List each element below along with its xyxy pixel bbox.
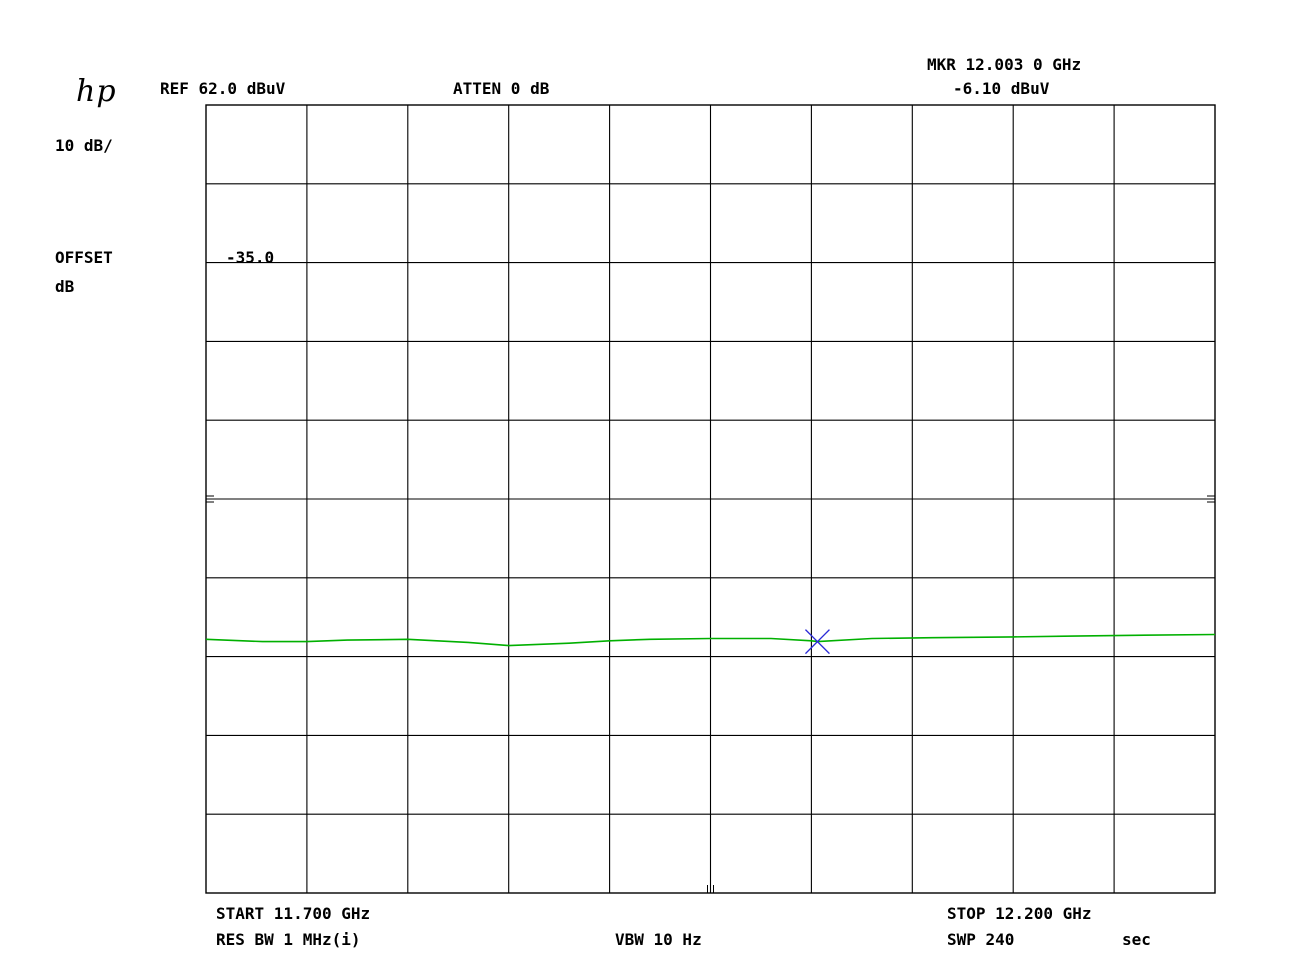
atten-label: ATTEN 0 dB — [453, 79, 550, 98]
start-frequency-label: START 11.700 GHz — [216, 904, 371, 923]
video-bandwidth-label: VBW 10 Hz — [615, 930, 702, 949]
ref-level-label: REF 62.0 dBuV — [160, 79, 286, 98]
offset-label: OFFSET — [55, 248, 113, 267]
sweep-time-unit: sec — [1122, 930, 1151, 949]
offset-value: -35.0 — [226, 248, 275, 267]
trace-layer — [205, 633, 1216, 647]
resolution-bandwidth-label: RES BW 1 MHz(i) — [216, 930, 361, 949]
marker-cross-b — [804, 629, 830, 655]
graticule-ticks — [206, 495, 1215, 893]
graticule — [205, 104, 1216, 894]
sweep-time-label: SWP 240 — [947, 930, 1015, 949]
stop-frequency-label: STOP 12.200 GHz — [947, 904, 1092, 923]
marker-frequency-readout: MKR 12.003 0 GHz — [927, 55, 1082, 74]
offset-unit-label: dB — [55, 277, 75, 296]
marker-level-readout: -6.10 dBuV — [953, 79, 1050, 98]
marker-layer — [804, 629, 830, 655]
scale-label: 10 dB/ — [55, 136, 113, 155]
trace-line — [205, 633, 1216, 647]
hp-logo: hp — [76, 74, 117, 109]
